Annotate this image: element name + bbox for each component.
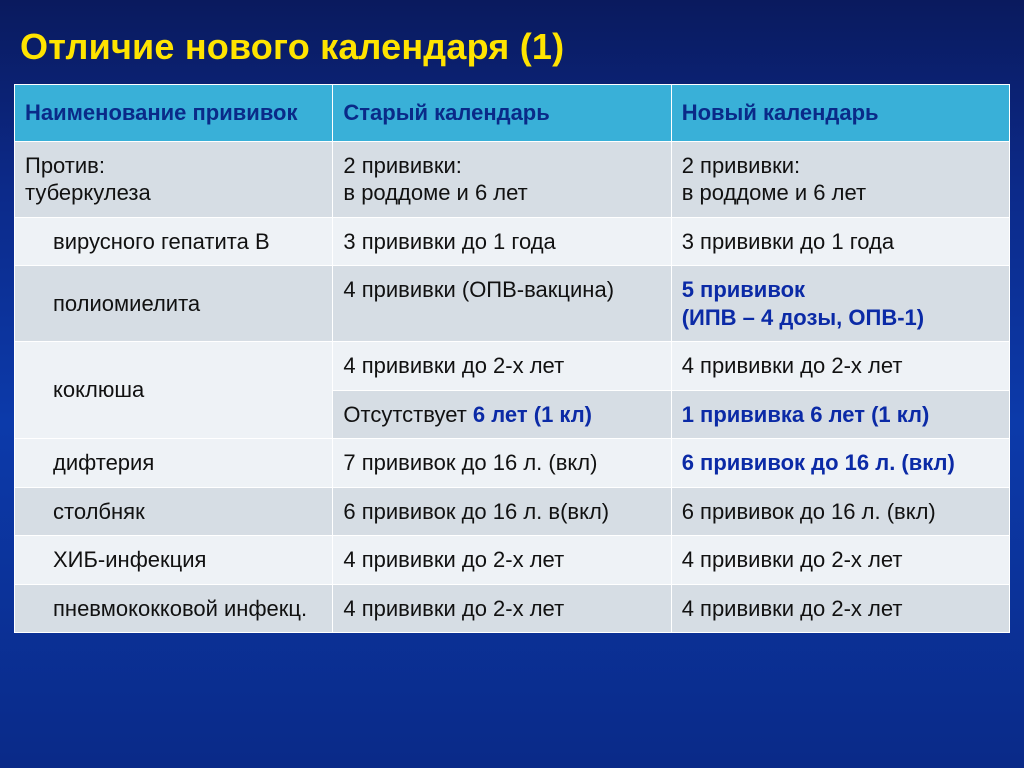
cell-name: Против: туберкулеза xyxy=(15,141,333,217)
cell-new: 5 прививок (ИПВ – 4 дозы, ОПВ-1) xyxy=(671,266,1009,342)
cell-text: Отсутствует xyxy=(343,402,473,427)
cell-text: ХИБ-инфекция xyxy=(25,546,206,574)
cell-old: 3 прививки до 1 года xyxy=(333,217,671,266)
cell-new: 4 прививки до 2-х лет xyxy=(671,536,1009,585)
comparison-table: Наименование прививок Старый календарь Н… xyxy=(14,84,1010,633)
table-row: вирусного гепатита В 3 прививки до 1 год… xyxy=(15,217,1010,266)
cell-text: столбняк xyxy=(25,498,145,526)
cell-old: 4 прививки до 2-х лет xyxy=(333,584,671,633)
col-header-old: Старый календарь xyxy=(333,85,671,142)
cell-old: 6 прививок до 16 л. в(вкл) xyxy=(333,487,671,536)
cell-new: 6 прививок до 16 л. (вкл) xyxy=(671,487,1009,536)
cell-new: 4 прививки до 2-х лет xyxy=(671,584,1009,633)
cell-new: 6 прививок до 16 л. (вкл) xyxy=(671,439,1009,488)
cell-text-emph: 1 прививка 6 лет (1 кл) xyxy=(682,402,930,427)
cell-name: дифтерия xyxy=(15,439,333,488)
cell-text-emph: 5 прививок (ИПВ – 4 дозы, ОПВ-1) xyxy=(682,277,924,330)
cell-text-emph: 6 прививок до 16 л. (вкл) xyxy=(682,450,955,475)
cell-text: полиомиелита xyxy=(25,290,200,318)
slide: Отличие нового календаря (1) Наименовани… xyxy=(0,0,1024,768)
cell-old: 4 прививки (ОПВ-вакцина) xyxy=(333,266,671,342)
table-row: полиомиелита 4 прививки (ОПВ-вакцина) 5 … xyxy=(15,266,1010,342)
cell-text-emph: 6 лет (1 кл) xyxy=(473,402,592,427)
cell-old: 4 прививки до 2-х лет xyxy=(333,342,671,391)
cell-text: вирусного гепатита В xyxy=(25,228,270,256)
table-row: пневмококковой инфекц. 4 прививки до 2-х… xyxy=(15,584,1010,633)
table-row: Против: туберкулеза 2 прививки: в роддом… xyxy=(15,141,1010,217)
col-header-new: Новый календарь xyxy=(671,85,1009,142)
cell-name: пневмококковой инфекц. xyxy=(15,584,333,633)
slide-title: Отличие нового календаря (1) xyxy=(20,26,1010,68)
cell-text: Против: xyxy=(25,153,105,178)
cell-text: пневмококковой инфекц. xyxy=(25,595,307,623)
table-header-row: Наименование прививок Старый календарь Н… xyxy=(15,85,1010,142)
cell-new: 4 прививки до 2-х лет xyxy=(671,342,1009,391)
cell-name: ХИБ-инфекция xyxy=(15,536,333,585)
cell-old: 2 прививки: в роддоме и 6 лет xyxy=(333,141,671,217)
cell-old: Отсутствует 6 лет (1 кл) xyxy=(333,390,671,439)
cell-text: коклюша xyxy=(25,376,144,404)
table-row: столбняк 6 прививок до 16 л. в(вкл) 6 пр… xyxy=(15,487,1010,536)
cell-name: полиомиелита xyxy=(15,266,333,342)
cell-new: 2 прививки: в роддоме и 6 лет xyxy=(671,141,1009,217)
cell-new: 1 прививка 6 лет (1 кл) xyxy=(671,390,1009,439)
cell-name: вирусного гепатита В xyxy=(15,217,333,266)
table-row: ХИБ-инфекция 4 прививки до 2-х лет 4 при… xyxy=(15,536,1010,585)
table-row: дифтерия 7 прививок до 16 л. (вкл) 6 при… xyxy=(15,439,1010,488)
col-header-name: Наименование прививок xyxy=(15,85,333,142)
cell-name: столбняк xyxy=(15,487,333,536)
cell-new: 3 прививки до 1 года xyxy=(671,217,1009,266)
cell-old: 4 прививки до 2-х лет xyxy=(333,536,671,585)
cell-text: дифтерия xyxy=(25,449,154,477)
table-row: коклюша 4 прививки до 2-х лет 4 прививки… xyxy=(15,342,1010,391)
cell-name: коклюша xyxy=(15,342,333,439)
cell-old: 7 прививок до 16 л. (вкл) xyxy=(333,439,671,488)
cell-text: туберкулеза xyxy=(25,180,151,205)
